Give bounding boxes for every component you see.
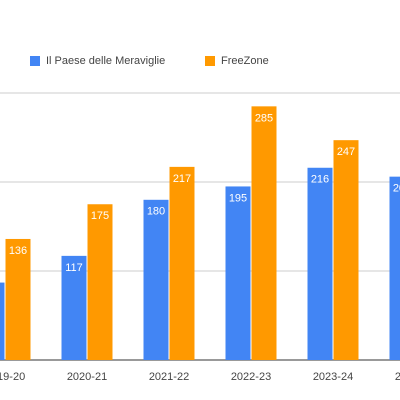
bar: [61, 255, 87, 360]
value-label: 180: [147, 206, 165, 218]
bar: [333, 140, 359, 360]
bar: [169, 166, 195, 360]
x-tick-label: 2022-23: [231, 371, 271, 383]
value-label: 195: [229, 192, 247, 204]
x-tick-label: 2020-21: [67, 371, 107, 383]
x-tick-label: 2023-24: [313, 371, 353, 383]
legend-label: FreeZone: [221, 55, 269, 67]
value-label: 247: [337, 146, 355, 158]
legend-swatch: [205, 56, 215, 66]
value-label: 217: [173, 173, 191, 185]
value-label: 206: [393, 183, 400, 195]
x-tick-label: 2021-22: [149, 371, 189, 383]
value-label: 216: [311, 174, 329, 186]
value-label: 175: [91, 210, 109, 222]
x-tick-label: 2024-25: [395, 371, 400, 383]
bar: [389, 176, 400, 360]
bar: [225, 186, 251, 360]
bar: [0, 282, 5, 360]
value-label: 136: [9, 245, 27, 257]
bar: [5, 238, 31, 360]
legend-label: Il Paese delle Meraviglie: [46, 55, 165, 67]
bar: [143, 199, 169, 360]
legend-swatch: [30, 56, 40, 66]
value-label: 285: [255, 112, 273, 124]
bar: [87, 204, 113, 360]
bar: [307, 167, 333, 360]
value-label: 117: [65, 262, 83, 274]
bar: [251, 106, 277, 360]
x-tick-label: 2019-20: [0, 371, 25, 383]
